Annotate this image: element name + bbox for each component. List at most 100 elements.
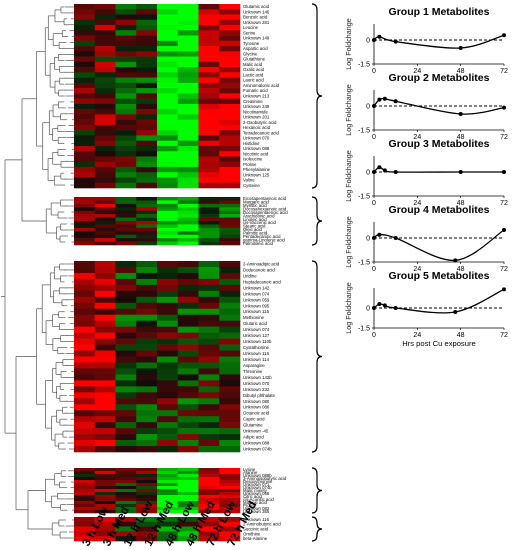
heatmap-cell: [94, 272, 116, 280]
heatmap-cell: [219, 302, 241, 310]
metabolite-label: Nicotinic acid: [243, 151, 269, 156]
heatmap-cell: [177, 446, 199, 453]
heatmap-cell: [177, 526, 199, 532]
heatmap-cell: [157, 77, 179, 84]
heatmap-cell: [198, 489, 220, 493]
heatmap-cell: [177, 172, 199, 178]
heatmap-cell: [198, 234, 220, 239]
heatmap-cell: [177, 103, 199, 110]
data-point: [393, 99, 398, 104]
metabolite-label: Oxalic acid: [243, 67, 265, 72]
heatmap-cell: [74, 135, 96, 141]
heatmap-cell: [219, 531, 241, 537]
heatmap-cell: [177, 98, 199, 105]
heatmap-cell: [115, 483, 137, 487]
heatmap-cell: [74, 82, 96, 89]
heatmap-cell: [177, 72, 199, 78]
metabolite-label: Unknown 110b: [243, 339, 272, 344]
heatmap-cell: [136, 498, 158, 502]
heatmap-cell: [198, 290, 220, 298]
heatmap-cell: [219, 380, 241, 387]
heatmap-cell: [115, 374, 137, 381]
heatmap-cell: [115, 308, 137, 316]
series-line: [373, 288, 505, 314]
heatmap-cell: [219, 492, 241, 496]
heatmap-cell: [94, 221, 116, 225]
heatmap-cell: [198, 302, 220, 310]
heatmap-cell: [94, 177, 116, 184]
heatmap-cell: [157, 46, 179, 52]
heatmap-cell: [198, 332, 220, 339]
heatmap-cell: [177, 374, 199, 381]
heatmap-cell: [198, 492, 220, 496]
heatmap-cell: [94, 278, 116, 286]
heatmap-cell: [94, 410, 116, 417]
heatmap-cell: [74, 498, 96, 502]
heatmap-cell: [157, 221, 179, 225]
heatmap-cell: [219, 272, 241, 280]
heatmap-cell: [198, 483, 220, 487]
metabolite-label: Unknown 071: [243, 482, 270, 487]
heatmap-cell: [157, 501, 179, 505]
metabolite-label: 2-Oxobutyric acid: [243, 120, 277, 125]
heatmap-cell: [177, 140, 199, 147]
heatmap-cell: [94, 468, 116, 472]
heatmap-cell: [94, 14, 116, 21]
heatmap-cell: [136, 278, 158, 286]
heatmap-cell: [115, 338, 137, 345]
heatmap-cell: [177, 214, 199, 218]
heatmap-cell: [94, 428, 116, 435]
heatmap-cell: [219, 51, 241, 57]
heatmap-cell: [177, 93, 199, 99]
heatmap-cell: [74, 93, 96, 99]
group-braces: [311, 3, 323, 542]
heatmap-cell: [198, 392, 220, 399]
heatmap-cell: [74, 207, 96, 212]
heatmap-cell: [177, 114, 199, 120]
heatmap-cell: [94, 344, 116, 351]
heatmap-cell: [94, 238, 116, 242]
metabolite-label: Desoxythionine: [243, 479, 273, 484]
heatmap-cell: [94, 151, 116, 157]
heatmap-cell: [157, 344, 179, 351]
series-line: [373, 166, 504, 173]
metabolite-label: Cysteine: [243, 183, 260, 188]
heatmap-cell: [136, 4, 158, 10]
heatmap-cell: [219, 471, 241, 475]
heatmap-cell: [198, 88, 220, 94]
metabolite-label: Malonic acid: [243, 500, 267, 505]
heatmap-cell: [157, 446, 179, 453]
metabolite-label: 2-Aminobutyric acid: [243, 522, 281, 527]
heatmap-cell: [219, 290, 241, 298]
heatmap-cell: [219, 474, 241, 478]
heatmap-cell: [157, 67, 179, 73]
heatmap-cell: [198, 380, 220, 387]
heatmap-cell: [198, 474, 220, 478]
heatmap-cell: [94, 261, 116, 268]
heatmap-cell: [136, 19, 158, 26]
y-axis-label: Log Foldchange: [344, 150, 353, 202]
heatmap-cell: [94, 166, 116, 173]
heatmap-cell: [177, 272, 199, 280]
heatmap-cell: [94, 19, 116, 26]
heatmap-cell: [74, 410, 96, 417]
heatmap-cell: [74, 140, 96, 147]
heatmap-cell: [74, 489, 96, 493]
heatmap-cell: [74, 88, 96, 94]
heatmap-cell: [115, 172, 137, 178]
heatmap-cell: [94, 145, 116, 152]
data-point: [372, 104, 376, 108]
metabolite-label: Unknown 074b: [243, 485, 272, 490]
heatmap-cell: [136, 510, 158, 514]
heatmap-cell: [219, 77, 241, 84]
metabolite-label: Unknown 088: [243, 441, 270, 446]
heatmap-cell: [136, 416, 158, 423]
metabolite-label: Histidine: [243, 141, 260, 146]
heatmap-cell: [157, 531, 179, 537]
y-tick-label: -1.5: [358, 260, 370, 267]
heatmap-cell: [177, 217, 199, 222]
y-tick-label: -1.5: [358, 128, 370, 135]
heatmap-cell: [94, 362, 116, 369]
heatmap-cell: [74, 501, 96, 505]
